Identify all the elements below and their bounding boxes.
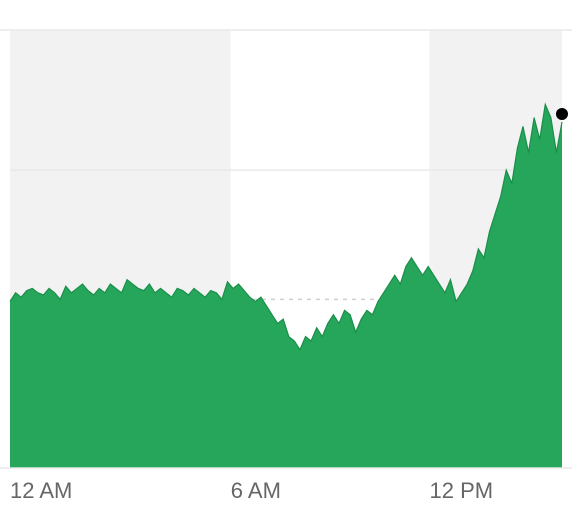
x-tick-label: 12 AM xyxy=(10,478,72,504)
x-tick-label: 12 PM xyxy=(430,478,494,504)
price-chart: 12 AM 6 AM 12 PM xyxy=(0,0,572,518)
chart-svg xyxy=(0,0,572,518)
x-tick-label: 6 AM xyxy=(231,478,281,504)
